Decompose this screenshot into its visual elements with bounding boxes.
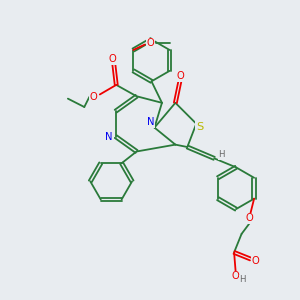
Text: H: H bbox=[239, 275, 246, 284]
Text: O: O bbox=[90, 92, 98, 102]
Text: N: N bbox=[105, 132, 113, 142]
Text: O: O bbox=[232, 271, 239, 281]
Text: O: O bbox=[246, 213, 254, 224]
Text: H: H bbox=[218, 150, 225, 159]
Text: O: O bbox=[109, 54, 116, 64]
Text: O: O bbox=[177, 71, 184, 81]
Text: N: N bbox=[147, 117, 154, 127]
Text: O: O bbox=[147, 38, 154, 48]
Text: S: S bbox=[196, 122, 203, 132]
Text: O: O bbox=[252, 256, 260, 266]
